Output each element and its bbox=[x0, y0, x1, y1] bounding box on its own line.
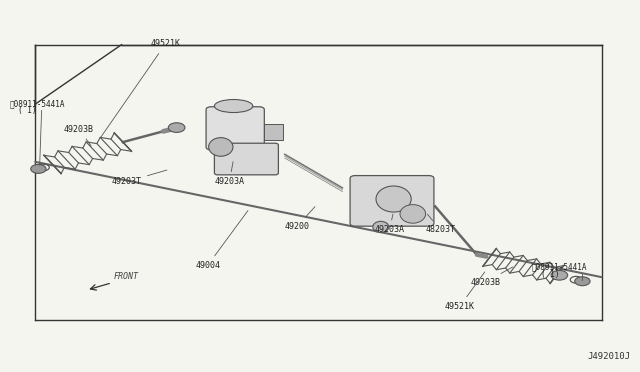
Text: 49200: 49200 bbox=[285, 207, 315, 231]
Ellipse shape bbox=[209, 138, 233, 156]
Ellipse shape bbox=[214, 99, 253, 112]
Text: 49203T: 49203T bbox=[112, 170, 167, 186]
Ellipse shape bbox=[376, 186, 412, 212]
Text: 49521K: 49521K bbox=[100, 39, 180, 137]
Text: ( 1): ( 1) bbox=[541, 270, 559, 279]
Text: ⓝ08911-5441A: ⓝ08911-5441A bbox=[531, 263, 587, 272]
Text: ⓝ08911-5441A: ⓝ08911-5441A bbox=[10, 99, 65, 108]
FancyBboxPatch shape bbox=[264, 124, 283, 140]
Circle shape bbox=[168, 123, 185, 132]
Circle shape bbox=[31, 164, 46, 173]
Text: FRONT: FRONT bbox=[114, 272, 139, 281]
Text: 49203B: 49203B bbox=[470, 267, 513, 286]
FancyBboxPatch shape bbox=[206, 107, 264, 150]
Circle shape bbox=[575, 277, 590, 286]
Ellipse shape bbox=[400, 205, 426, 223]
Text: 49203A: 49203A bbox=[374, 214, 404, 234]
Ellipse shape bbox=[372, 221, 388, 232]
FancyBboxPatch shape bbox=[214, 143, 278, 175]
Text: 49203B: 49203B bbox=[64, 125, 94, 146]
Text: 49203A: 49203A bbox=[214, 161, 244, 186]
Text: J492010J: J492010J bbox=[588, 352, 630, 361]
Text: 48203T: 48203T bbox=[426, 214, 456, 234]
Text: ( 1): ( 1) bbox=[18, 106, 36, 115]
Text: 49521K: 49521K bbox=[445, 272, 484, 311]
FancyBboxPatch shape bbox=[350, 176, 434, 226]
Text: 49004: 49004 bbox=[195, 211, 248, 270]
Circle shape bbox=[551, 270, 568, 280]
